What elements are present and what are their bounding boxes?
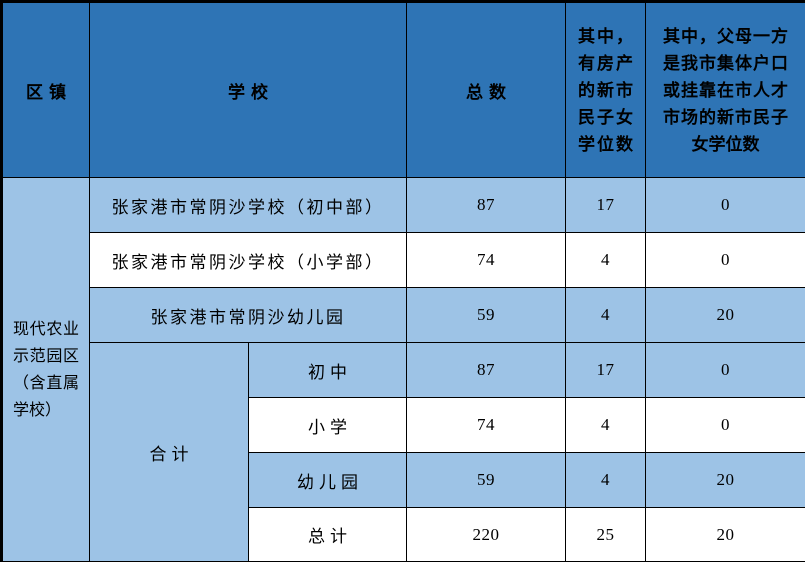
subtotal-row-4: 总计 220 25 20 — [2, 507, 805, 562]
subtotal-row-3: 幼儿园 59 4 20 — [2, 452, 805, 508]
header-school: 学校 — [89, 1, 407, 178]
property-cell: 4 — [565, 287, 646, 343]
subtotal-label-cell: 合计 — [89, 342, 249, 562]
property-cell: 4 — [565, 397, 646, 453]
subtotal-category-cell: 幼儿园 — [248, 452, 407, 508]
property-cell: 17 — [565, 177, 646, 233]
school-name-cell: 张家港市常阴沙学校（初中部） — [89, 177, 407, 233]
subtotal-category-cell: 小学 — [248, 397, 407, 453]
header-collective-seats: 其中，父母一方是我市集体户口或挂靠在市人才市场的新市民子女学位数 — [645, 1, 805, 178]
property-cell: 25 — [565, 507, 646, 562]
subtotal-row-1: 合计 初中 87 17 0 — [2, 342, 805, 562]
school-name-cell: 张家港市常阴沙学校（小学部） — [89, 232, 407, 288]
collective-cell: 20 — [645, 287, 805, 343]
total-cell: 220 — [406, 507, 566, 562]
subtotal-category-cell: 初中 — [248, 342, 407, 398]
total-cell: 59 — [406, 452, 566, 508]
header-row: 区镇 学校 总数 其中，有房产的新市民子女学位数 其中，父母一方是我市集体户口或… — [1, 1, 805, 178]
collective-cell: 0 — [645, 397, 805, 453]
total-cell: 87 — [406, 177, 566, 233]
property-cell: 4 — [565, 232, 646, 288]
total-cell: 87 — [406, 342, 566, 398]
collective-cell: 0 — [645, 342, 805, 398]
collective-cell: 20 — [645, 507, 805, 562]
header-total: 总数 — [406, 1, 566, 178]
district-group-cell: 现代农业示范园区（含直属学校） — [1, 177, 90, 562]
property-cell: 17 — [565, 342, 646, 398]
header-property-seats: 其中，有房产的新市民子女学位数 — [565, 1, 646, 178]
school-row-3: 张家港市常阴沙幼儿园 59 4 20 — [2, 287, 805, 343]
collective-cell: 20 — [645, 452, 805, 508]
total-cell: 74 — [406, 397, 566, 453]
subtotal-category-cell: 总计 — [248, 507, 407, 562]
total-cell: 74 — [406, 232, 566, 288]
header-district: 区镇 — [1, 1, 90, 178]
property-cell: 4 — [565, 452, 646, 508]
school-row-1: 现代农业示范园区（含直属学校） 张家港市常阴沙学校（初中部） 87 17 0 — [1, 177, 805, 562]
school-name-cell: 张家港市常阴沙幼儿园 — [89, 287, 407, 343]
collective-cell: 0 — [645, 232, 805, 288]
subtotal-row-2: 小学 74 4 0 — [2, 397, 805, 453]
total-cell: 59 — [406, 287, 566, 343]
collective-cell: 0 — [645, 177, 805, 233]
school-row-2: 张家港市常阴沙学校（小学部） 74 4 0 — [2, 232, 805, 288]
